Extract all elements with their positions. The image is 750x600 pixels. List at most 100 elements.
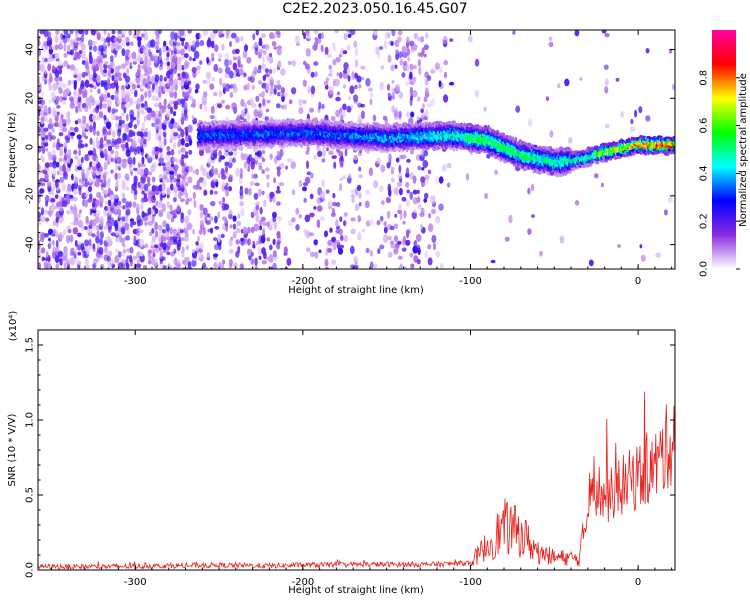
spectrogram-cell: [397, 30, 403, 36]
spectrogram-cell: [262, 228, 265, 235]
spectrogram-cell: [176, 259, 181, 265]
spectrogram-cell: [142, 265, 148, 269]
spectrogram-cell: [70, 49, 74, 56]
spectrogram-cell: [262, 98, 266, 106]
spectrogram-cell: [151, 176, 156, 183]
spectrogram-cell: [428, 213, 432, 219]
spectrogram-cell: [161, 104, 167, 110]
spectrogram-cell: [332, 192, 336, 199]
spectrogram-cell: [251, 44, 256, 51]
spectrogram-cell: [224, 161, 229, 167]
spectrogram-cell: [418, 66, 422, 76]
spectrogram-cell: [89, 88, 93, 93]
spectrogram-cell: [139, 229, 144, 233]
spectrogram-cell: [67, 79, 72, 86]
spectrogram-cell: [93, 121, 96, 130]
spectrogram-cell: [250, 157, 256, 166]
spectrogram-cell: [308, 232, 315, 237]
spectrogram-cell: [239, 263, 244, 269]
spectrogram-cell: [132, 131, 136, 137]
spectrogram-cell: [63, 228, 67, 235]
spectrogram-cell: [399, 212, 403, 221]
spectrogram-cell: [118, 77, 123, 82]
spectrogram-cell: [209, 115, 216, 120]
spectrogram-cell: [417, 36, 421, 42]
spectrogram-cell: [166, 251, 171, 256]
spectrogram-cell: [588, 259, 594, 267]
spectrogram-cell: [139, 251, 144, 257]
spectrogram-cell: [213, 244, 219, 251]
spectrogram-cell: [379, 185, 384, 193]
spectrogram-cell: [298, 98, 303, 107]
spectrogram-cell: [415, 233, 422, 242]
spectrogram-cell: [279, 148, 284, 157]
spectrogram-cell: [147, 171, 152, 176]
spectrogram-cell: [306, 146, 311, 152]
spectrogram-cell: [73, 94, 77, 103]
spectrogram-cell: [140, 203, 144, 211]
spectrogram-cell: [328, 150, 334, 156]
spectrogram-cell: [166, 52, 170, 58]
spectrogram-cell: [116, 157, 122, 164]
spectrogram-cell: [417, 59, 421, 67]
spectrogram-cell: [263, 199, 267, 207]
spectrogram-cell: [201, 168, 207, 177]
spectrogram-cell: [231, 102, 237, 111]
spectrogram-cell: [192, 191, 196, 200]
spectrogram-cell: [40, 154, 44, 161]
spectrogram-cell: [235, 68, 240, 74]
spectrogram-cell: [150, 245, 155, 249]
spectrogram-cell: [121, 112, 125, 117]
spectrogram-cell: [55, 30, 60, 35]
spectrogram-ridge-cell: [198, 146, 202, 151]
spectrogram-cell: [84, 143, 88, 148]
spectrogram-cell: [405, 181, 410, 188]
spectrogram-cell: [184, 256, 190, 262]
spectrogram-cell: [184, 176, 188, 185]
spectrogram-cell: [304, 176, 311, 184]
spectrogram-cell: [291, 217, 296, 223]
spectrogram-cell: [328, 85, 334, 95]
spectrogram-cell: [173, 177, 177, 183]
spectrogram-cell: [150, 39, 156, 48]
spectrogram-cell: [435, 175, 440, 185]
spectrogram-cell: [203, 189, 208, 196]
spectrogram-cell: [269, 153, 273, 160]
spectrogram-cell: [545, 96, 550, 102]
spectrogram-cell: [77, 241, 82, 246]
spectrogram-cell: [422, 159, 429, 169]
spectrogram-cell: [69, 257, 76, 266]
spectrogram-cell: [217, 211, 221, 219]
spectrogram-cell: [187, 209, 192, 216]
spectrogram-cell: [242, 72, 247, 78]
spectrogram-cell: [474, 90, 480, 98]
spectrogram-cell: [101, 103, 108, 109]
spectrogram-cell: [257, 188, 262, 197]
spectrogram-cell: [343, 212, 348, 217]
spectrogram-cell: [103, 148, 108, 157]
spectrogram-cell: [214, 44, 219, 52]
spectrogram-cell: [413, 240, 418, 247]
spectrogram-cell: [430, 195, 436, 204]
spectrogram-cell: [328, 64, 333, 70]
spectrogram-cell: [219, 155, 226, 160]
spectrogram-cell: [136, 36, 142, 42]
spectrogram-cell: [183, 235, 189, 242]
spectrogram-cell: [117, 99, 122, 105]
spectrogram-cell: [146, 113, 152, 121]
spectrogram-cell: [409, 71, 413, 80]
spectrogram-cell: [143, 30, 147, 36]
spectrogram-cell: [228, 239, 233, 247]
spectrogram-cell: [258, 93, 262, 97]
spectrogram-cell: [268, 55, 274, 64]
spectrogram-cell: [147, 176, 151, 184]
spectrogram-cell: [443, 71, 448, 79]
spectrogram-cell: [170, 118, 175, 125]
spectrogram-cell: [259, 225, 262, 231]
spectrogram-cell: [209, 200, 216, 207]
spectrogram-cell: [183, 72, 189, 80]
spectrogram-cell: [394, 64, 398, 69]
spectrogram-cell: [99, 64, 103, 71]
spectrogram-cell: [118, 115, 123, 120]
spectrogram-cell: [55, 44, 58, 51]
